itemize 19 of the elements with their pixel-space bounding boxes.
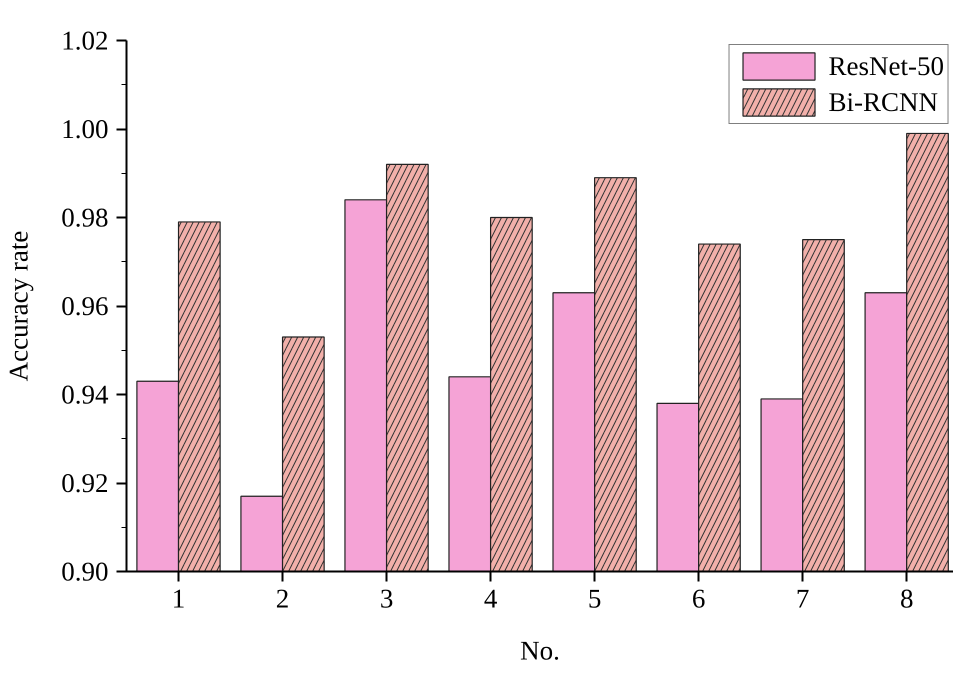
y-tick-label: 0.92 — [61, 468, 108, 498]
y-axis-title: Accuracy rate — [3, 230, 34, 382]
x-tick-label: 3 — [380, 584, 394, 614]
y-tick-label: 0.96 — [61, 291, 108, 321]
x-tick-label: 8 — [900, 584, 914, 614]
x-tick-label: 6 — [692, 584, 706, 614]
x-tick-label: 4 — [484, 584, 498, 614]
y-tick-label: 1.00 — [61, 114, 108, 144]
x-tick-label: 2 — [276, 584, 290, 614]
y-tick-label: 0.90 — [61, 556, 108, 586]
x-tick-label: 1 — [172, 584, 186, 614]
y-tick-label: 0.98 — [61, 202, 108, 232]
x-tick-label: 5 — [588, 584, 602, 614]
x-tick-label: 7 — [796, 584, 810, 614]
legend-label: Bi-RCNN — [828, 86, 938, 118]
y-tick-label: 1.02 — [61, 26, 108, 56]
legend-label: ResNet-50 — [828, 50, 944, 82]
x-axis-title: No. — [520, 636, 560, 666]
y-tick-label: 0.94 — [61, 380, 109, 410]
